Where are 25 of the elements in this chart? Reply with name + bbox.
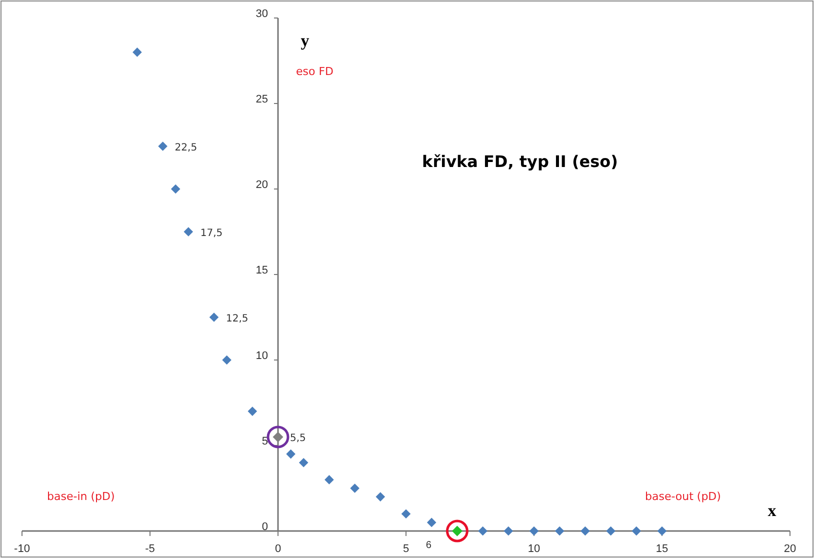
- x-tick-label: -10: [14, 543, 30, 556]
- x-tick-label: 10: [528, 543, 540, 556]
- x-tick-label: 20: [784, 543, 796, 556]
- y-tick-label: 5: [262, 435, 268, 448]
- data-label: 22,5: [174, 142, 198, 154]
- y-tick-label: 10: [256, 350, 268, 362]
- y-tick-label: 0: [262, 520, 268, 533]
- annotation: base-in (pD): [47, 490, 115, 503]
- x-tick-label: 6: [426, 540, 432, 551]
- x-tick-label: -5: [145, 543, 155, 556]
- data-label: 5,5: [290, 432, 306, 444]
- y-tick-label: 25: [256, 93, 268, 106]
- annotation: eso FD: [296, 65, 334, 78]
- x-tick-label: 0: [274, 543, 282, 556]
- data-label: 12,5: [226, 313, 248, 324]
- x-axis-title: x: [768, 501, 777, 520]
- y-tick-label: 30: [256, 8, 268, 20]
- y-axis-title: y: [300, 31, 310, 50]
- y-tick-label: 15: [256, 264, 268, 276]
- data-label: 17,5: [200, 228, 223, 239]
- text: křivka FD, typ II (eso): [422, 152, 618, 171]
- x-tick-label: 15: [656, 543, 668, 556]
- annotation: base-out (pD): [645, 490, 721, 503]
- x-tick-label: 5: [402, 543, 410, 556]
- y-tick-label: 20: [256, 178, 268, 191]
